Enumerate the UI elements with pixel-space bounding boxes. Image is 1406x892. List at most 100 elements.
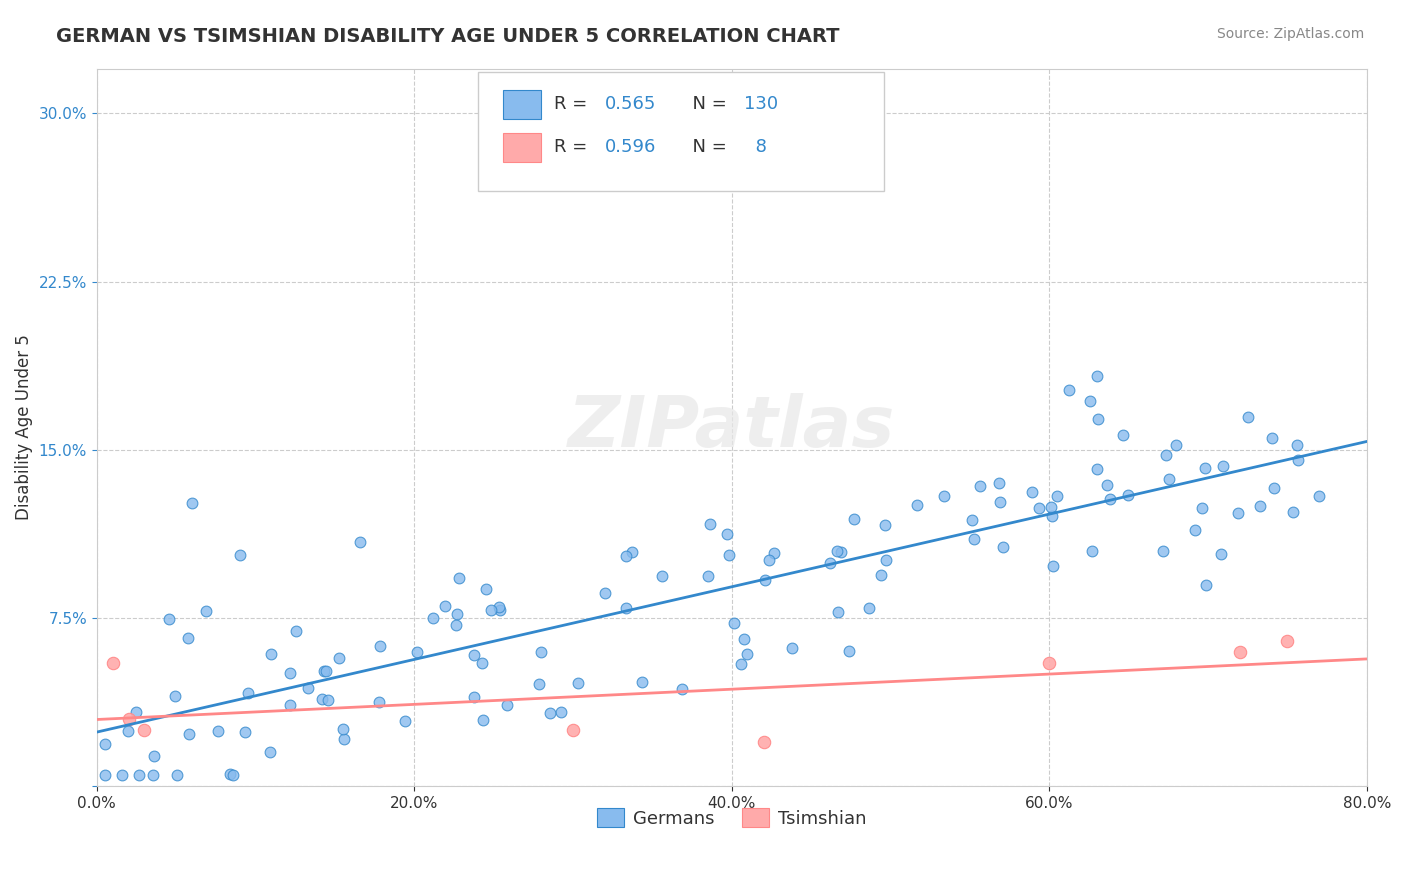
Point [567, 676, 589, 690]
Point [993, 541, 1015, 555]
Point [166, 768, 188, 782]
Point [844, 512, 866, 526]
Point [1042, 559, 1064, 574]
Point [446, 607, 468, 622]
Point [1078, 394, 1101, 409]
Point [495, 698, 517, 713]
Point [1159, 472, 1181, 486]
Point [1281, 504, 1303, 518]
Point [463, 648, 485, 662]
Text: Source: ZipAtlas.com: Source: ZipAtlas.com [1216, 27, 1364, 41]
Point [1040, 508, 1063, 523]
Point [278, 666, 301, 681]
Point [93, 737, 115, 751]
Point [1028, 500, 1050, 515]
Point [538, 706, 561, 721]
Point [1152, 544, 1174, 558]
Point [858, 600, 880, 615]
Point [1098, 492, 1121, 507]
Point [1087, 412, 1109, 426]
Point [735, 647, 758, 661]
Point [165, 689, 187, 703]
Point [1112, 428, 1135, 442]
Point [780, 640, 803, 655]
Point [827, 605, 849, 619]
Legend: Germans, Tsimshian: Germans, Tsimshian [591, 801, 873, 835]
Point [406, 644, 429, 658]
Point [1116, 488, 1139, 502]
Point [236, 686, 259, 700]
FancyBboxPatch shape [503, 133, 541, 161]
Point [1154, 448, 1177, 462]
Point [207, 724, 229, 739]
Point [870, 567, 893, 582]
Point [875, 553, 897, 567]
Point [723, 616, 745, 631]
Point [125, 706, 148, 720]
Point [630, 675, 652, 690]
Point [260, 648, 283, 662]
Point [1212, 458, 1234, 473]
Point [142, 768, 165, 782]
Point [1286, 438, 1309, 452]
Point [444, 618, 467, 632]
Point [718, 548, 741, 562]
Point [475, 582, 498, 597]
Point [969, 478, 991, 492]
Point [671, 681, 693, 696]
Point [195, 604, 218, 618]
Point [762, 546, 785, 560]
Point [1046, 489, 1069, 503]
Point [873, 517, 896, 532]
Point [932, 490, 955, 504]
Point [838, 644, 860, 658]
Point [752, 734, 775, 748]
Point [285, 624, 308, 638]
Text: R =: R = [554, 95, 593, 113]
Point [697, 569, 720, 583]
Point [1237, 409, 1260, 424]
Point [593, 586, 616, 600]
Point [1308, 489, 1330, 503]
Point [1038, 656, 1060, 670]
Point [143, 749, 166, 764]
Text: N =: N = [681, 95, 733, 113]
Point [368, 639, 391, 653]
Point [614, 549, 637, 563]
FancyBboxPatch shape [478, 72, 884, 191]
Point [1095, 477, 1118, 491]
Point [1277, 633, 1299, 648]
Point [830, 545, 852, 559]
Text: 0.596: 0.596 [605, 138, 657, 156]
Point [758, 553, 780, 567]
Point [1195, 578, 1218, 592]
FancyBboxPatch shape [503, 90, 541, 119]
Point [328, 651, 350, 665]
Point [488, 599, 510, 614]
Point [1191, 501, 1213, 516]
Point [988, 495, 1011, 509]
Point [311, 692, 333, 706]
Point [297, 681, 319, 695]
Point [1021, 485, 1043, 500]
Point [101, 656, 124, 670]
Text: N =: N = [681, 138, 733, 156]
Point [650, 568, 672, 582]
Point [1263, 481, 1285, 495]
Point [1194, 460, 1216, 475]
Point [716, 527, 738, 541]
Point [433, 599, 456, 613]
Point [1087, 462, 1109, 476]
Point [219, 767, 242, 781]
Point [614, 601, 637, 615]
Point [222, 768, 245, 782]
Point [527, 676, 550, 690]
Point [316, 693, 339, 707]
Point [562, 723, 585, 738]
Point [333, 731, 356, 746]
Point [1227, 506, 1250, 520]
Point [962, 533, 984, 547]
Text: GERMAN VS TSIMSHIAN DISABILITY AGE UNDER 5 CORRELATION CHART: GERMAN VS TSIMSHIAN DISABILITY AGE UNDER… [56, 27, 839, 45]
Point [128, 768, 150, 782]
Point [488, 603, 510, 617]
